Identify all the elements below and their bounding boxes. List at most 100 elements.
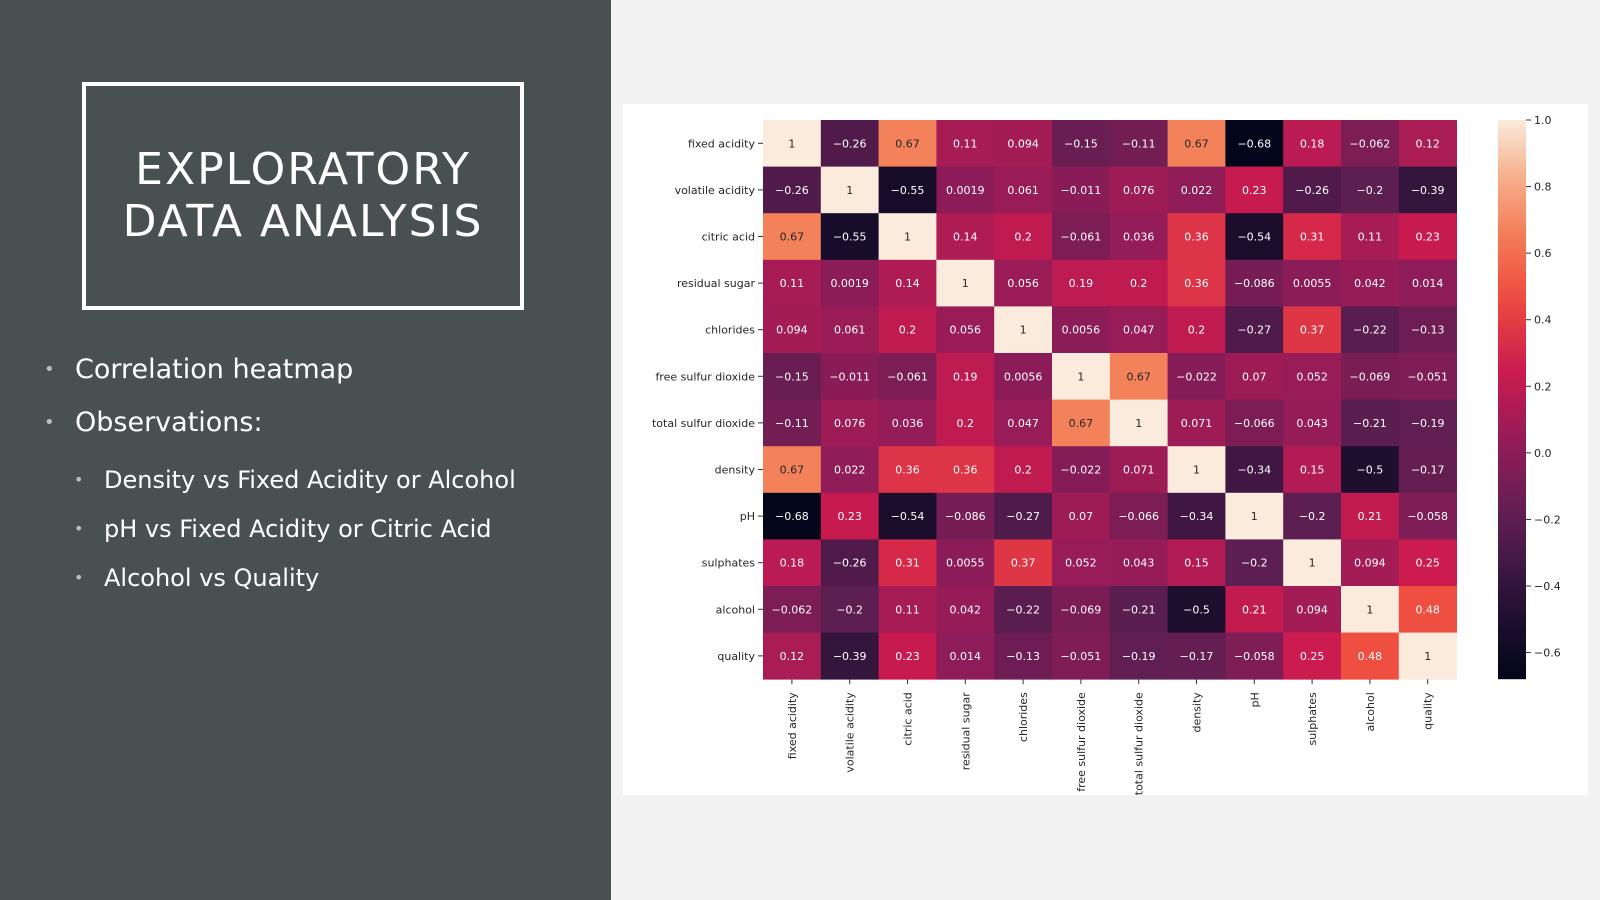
cell-value-label: 1: [788, 137, 795, 150]
row-label: total sulfur dioxide: [652, 417, 755, 430]
cell-value-label: 0.014: [950, 650, 982, 663]
heatmap-cell: [994, 213, 1053, 261]
cell-value-label: −0.2: [1241, 557, 1268, 570]
cell-value-label: −0.061: [1061, 231, 1102, 244]
cell-value-label: 1: [1251, 510, 1258, 523]
cell-value-label: −0.069: [1350, 370, 1391, 383]
heatmap-cell: [1225, 120, 1284, 167]
cell-value-label: 0.14: [895, 277, 920, 290]
heatmap-cell: [936, 259, 995, 307]
cell-value-label: 0.0019: [946, 184, 985, 197]
heatmap-cell: [1225, 166, 1284, 214]
heatmap-cell: [1341, 259, 1400, 307]
heatmap-cell: [763, 353, 822, 400]
heatmap-cell: [1109, 120, 1168, 167]
heatmap-cell: [763, 632, 822, 680]
cell-value-label: 0.076: [834, 417, 866, 430]
cell-value-label: 1: [904, 231, 911, 244]
heatmap-cell: [1398, 399, 1457, 447]
heatmap-cell: [1341, 446, 1400, 494]
cell-value-label: 0.022: [1181, 184, 1213, 197]
cell-value-label: 0.37: [1011, 557, 1036, 570]
heatmap-cell: [1283, 166, 1342, 214]
cell-value-label: 0.052: [1065, 557, 1097, 570]
cell-value-label: 0.23: [1415, 231, 1440, 244]
heatmap-cell: [820, 120, 879, 167]
heatmap-cell: [878, 213, 937, 261]
cell-value-label: 0.31: [895, 557, 920, 570]
heatmap-cell: [1283, 632, 1342, 680]
heatmap-cell: [1283, 539, 1342, 587]
cell-value-label: 0.047: [1123, 324, 1155, 337]
heatmap-cell: [1341, 586, 1400, 633]
cell-value-label: 0.061: [1007, 184, 1039, 197]
column-label: alcohol: [1364, 692, 1377, 731]
column-label: citric acid: [902, 692, 915, 745]
bullet-correlation-heatmap: Correlation heatmap: [44, 350, 516, 403]
heatmap-cell: [1225, 213, 1284, 261]
heatmap-cell: [994, 353, 1053, 400]
column-label: pH: [1248, 692, 1261, 707]
heatmap-cell: [820, 539, 879, 587]
heatmap-cell: [1167, 492, 1226, 540]
cell-value-label: −0.15: [775, 370, 809, 383]
heatmap-cell: [936, 446, 995, 494]
sub-bullet-alcohol: Alcohol vs Quality: [74, 554, 516, 603]
cell-value-label: 0.0055: [1293, 277, 1332, 290]
heatmap-cell: [1109, 259, 1168, 307]
heatmap-cell: [1283, 259, 1342, 307]
slide-title: EXPLORATORY DATA ANALYSIS: [123, 144, 484, 248]
heatmap-cell: [1052, 213, 1111, 261]
cell-value-label: −0.21: [1353, 417, 1387, 430]
cell-value-label: 0.21: [1358, 510, 1383, 523]
cell-value-label: −0.11: [1122, 137, 1156, 150]
heatmap-cell: [878, 492, 937, 540]
colorbar-tick-label: −0.2: [1534, 513, 1561, 526]
cell-value-label: −0.19: [1122, 650, 1156, 663]
cell-value-label: 0.67: [1069, 417, 1094, 430]
heatmap-cell: [994, 446, 1053, 494]
cell-value-label: 0.18: [1300, 137, 1325, 150]
heatmap-cell: [1109, 492, 1168, 540]
heatmap-cell: [1167, 213, 1226, 261]
cell-value-label: −0.058: [1407, 510, 1448, 523]
cell-value-label: 0.11: [780, 277, 805, 290]
cell-value-label: 0.11: [953, 137, 978, 150]
cell-value-label: −0.086: [1234, 277, 1275, 290]
cell-value-label: 0.67: [780, 231, 805, 244]
row-label: free sulfur dioxide: [655, 370, 755, 383]
cell-value-label: −0.066: [1118, 510, 1159, 523]
cell-value-label: 0.043: [1296, 417, 1328, 430]
heatmap-cell: [1398, 492, 1457, 540]
cell-value-label: −0.27: [1237, 324, 1271, 337]
heatmap-cell: [1341, 213, 1400, 261]
cell-value-label: −0.26: [775, 184, 809, 197]
sub-bullet-density: Density vs Fixed Acidity or Alcohol: [74, 456, 516, 505]
cell-value-label: 0.67: [895, 137, 920, 150]
cell-value-label: 1: [1366, 603, 1373, 616]
cell-value-label: 0.042: [950, 603, 982, 616]
cell-value-label: −0.061: [887, 370, 928, 383]
cell-value-label: 0.11: [1358, 231, 1383, 244]
heatmap-cell: [1167, 259, 1226, 307]
cell-value-label: 0.36: [1184, 231, 1209, 244]
heatmap-cell: [1167, 586, 1226, 633]
heatmap-cell: [878, 166, 937, 214]
heatmap-cell: [994, 492, 1053, 540]
heatmap-cell: [1398, 259, 1457, 307]
heatmap-cell: [936, 539, 995, 587]
cell-value-label: −0.5: [1357, 464, 1384, 477]
heatmap-cell: [1283, 399, 1342, 447]
cell-value-label: 0.094: [1007, 137, 1039, 150]
cell-value-label: −0.2: [1299, 510, 1326, 523]
heatmap-cell: [1052, 259, 1111, 307]
heatmap-cell: [1398, 353, 1457, 400]
cell-value-label: 0.047: [1007, 417, 1039, 430]
heatmap-cell: [1052, 586, 1111, 633]
heatmap-cell: [1225, 306, 1284, 354]
cell-value-label: 0.094: [1354, 557, 1386, 570]
heatmap-cell: [1225, 586, 1284, 633]
heatmap-cell: [878, 120, 937, 167]
bullet-list: Correlation heatmap Observations: Densit…: [44, 350, 516, 603]
heatmap-cell: [1167, 120, 1226, 167]
